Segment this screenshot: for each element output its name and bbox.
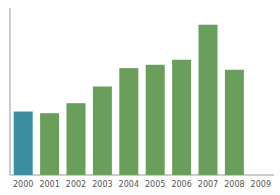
x-tick-label: 2002	[66, 180, 86, 189]
bars	[14, 25, 244, 175]
x-tick-label: 2003	[92, 180, 112, 189]
bar	[93, 86, 112, 175]
x-tick-label: 2001	[39, 180, 59, 189]
bar	[225, 70, 244, 175]
x-tick-label: 2008	[224, 180, 244, 189]
bar	[14, 112, 33, 175]
x-tick-label: 2007	[198, 180, 218, 189]
bar	[146, 65, 165, 175]
bar	[251, 175, 270, 176]
bar	[40, 113, 59, 175]
x-tick-label: 2009	[251, 180, 271, 189]
chart: 2000 2001 2002 2003 2004 2005 2006 2007 2008 2009	[0, 0, 280, 195]
bar	[119, 68, 138, 175]
x-tick-label: 2006	[171, 180, 191, 189]
chart-container: 2000 2001 2002 2003 2004 2005 2006 2007 2008 2009	[0, 0, 280, 195]
bar	[172, 60, 191, 175]
x-tick-label: 2005	[145, 180, 165, 189]
x-tick-label: 2004	[119, 180, 139, 189]
bar	[198, 25, 217, 175]
y-axis-line	[10, 8, 11, 175]
x-tick-label: 2000	[13, 180, 33, 189]
bar	[66, 103, 85, 175]
